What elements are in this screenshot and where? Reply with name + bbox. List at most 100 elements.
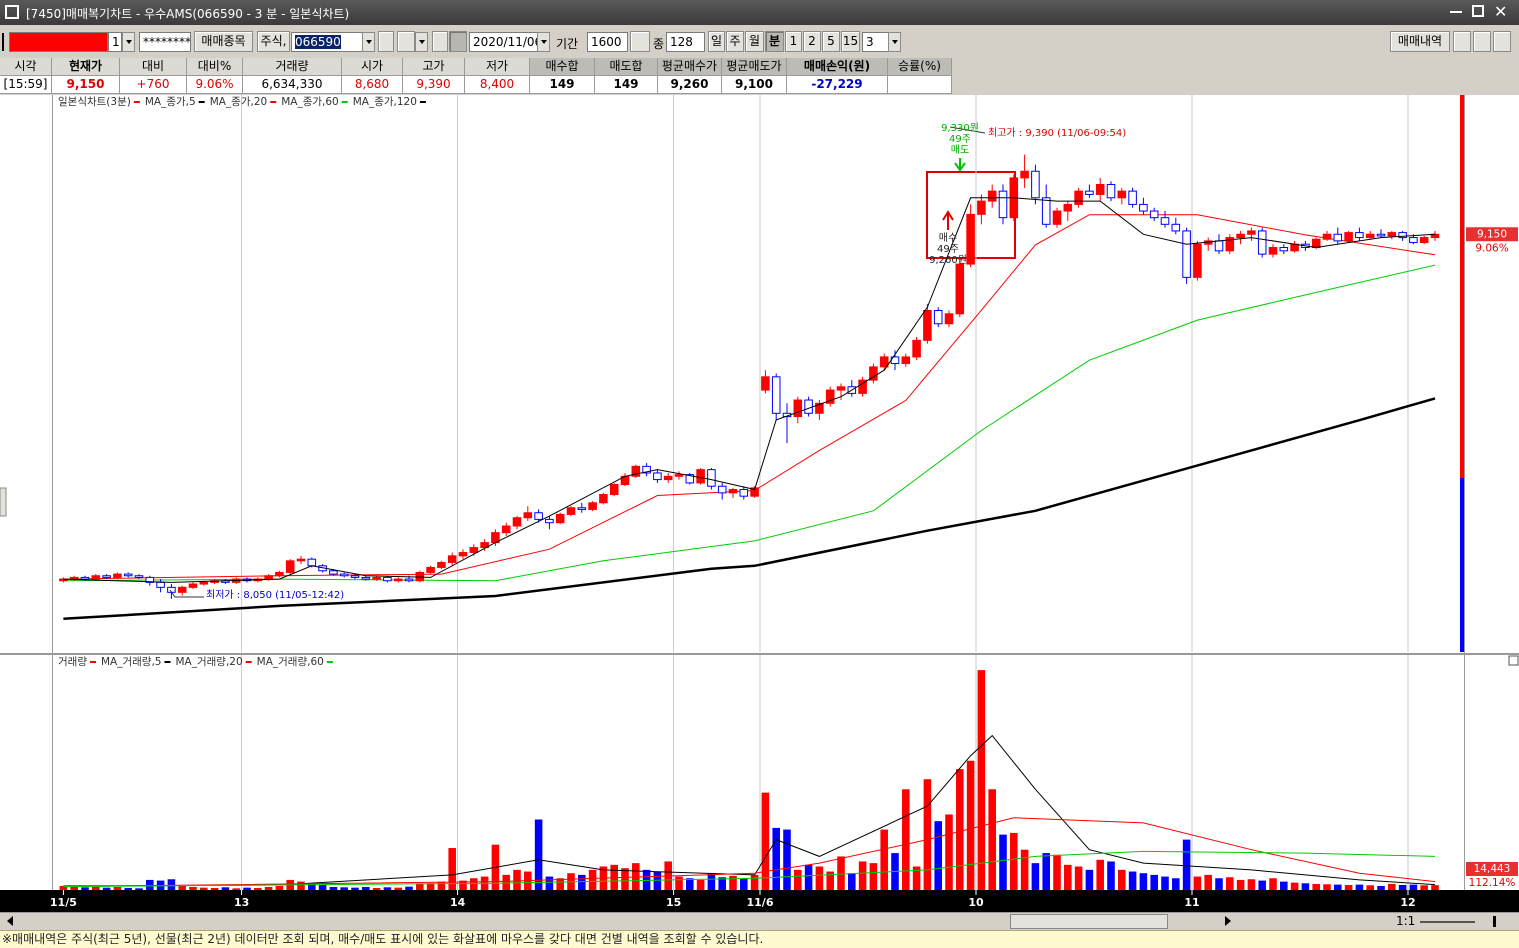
candle-body	[1387, 232, 1397, 237]
volume-bar	[362, 886, 370, 890]
scroll-left[interactable]	[2, 916, 13, 926]
sell-marker-text: 매도	[951, 144, 969, 156]
candle-body	[188, 583, 198, 588]
period-field[interactable]: 1600	[587, 32, 628, 52]
candle-body	[480, 542, 489, 549]
dropdown-button[interactable]	[122, 32, 135, 52]
volume-bar	[416, 883, 424, 890]
candle-body	[1128, 190, 1137, 205]
app-icon	[5, 5, 19, 19]
count-field[interactable]: 128	[666, 32, 705, 52]
candle-body	[1074, 190, 1083, 205]
folder-button[interactable]	[1453, 31, 1471, 52]
x-tick-label: 11/6	[747, 896, 774, 909]
dropdown-button[interactable]	[415, 32, 428, 52]
volume-bar	[329, 886, 338, 890]
unit-button[interactable]: 일	[708, 31, 725, 52]
candle-body	[869, 366, 878, 381]
volume-bar	[470, 878, 478, 890]
dropdown-button[interactable]	[888, 32, 901, 52]
scroll-thumb[interactable]	[1010, 914, 1168, 929]
unit-button[interactable]: 1	[785, 31, 802, 52]
candle-body	[350, 575, 360, 578]
summary-value: 9,150	[52, 76, 120, 94]
settings-button[interactable]	[630, 31, 650, 52]
candle-body	[199, 581, 209, 585]
close-button[interactable]: ✕	[1494, 2, 1508, 21]
candle-body	[609, 484, 619, 496]
volume-bar	[1053, 854, 1061, 890]
candle-body	[512, 517, 522, 527]
x-tick-label: 14	[450, 896, 466, 909]
volume-bar	[1334, 884, 1342, 890]
candle-body	[307, 558, 317, 567]
dropdown-button[interactable]	[362, 32, 375, 52]
candle-body	[1322, 233, 1332, 240]
market-button[interactable]: 주식,	[257, 31, 290, 52]
volume-bar	[394, 887, 402, 890]
summary-header: 대비	[120, 58, 187, 76]
summary-header: 시가	[342, 58, 403, 76]
volume-bar	[437, 881, 446, 890]
unit-button[interactable]: 5	[822, 31, 840, 52]
unit-button[interactable]: 15	[841, 31, 860, 52]
unit-field[interactable]: 3	[862, 32, 889, 52]
password-field[interactable]: ********	[139, 32, 191, 52]
volume-bar	[1204, 874, 1212, 890]
volume-bar	[1377, 885, 1385, 890]
volume-bar	[923, 779, 932, 890]
code-field[interactable]: 066590	[291, 32, 363, 52]
next-button[interactable]	[432, 31, 448, 52]
volume-bar	[146, 879, 154, 890]
side-gauge-red	[1460, 95, 1464, 478]
print-button[interactable]	[1493, 31, 1511, 52]
prev-button[interactable]	[449, 31, 467, 52]
legend-label: MA_거래량,60	[257, 656, 324, 668]
history-button[interactable]: 매매내역	[1390, 31, 1450, 52]
candle-body	[264, 575, 273, 580]
volume-bar	[351, 887, 359, 890]
account-field[interactable]	[9, 32, 108, 52]
volume-bar	[621, 868, 629, 890]
candle-body	[145, 576, 155, 583]
volume-bar	[243, 887, 251, 890]
volume-bar	[988, 789, 996, 890]
zoom-end[interactable]	[1484, 916, 1496, 927]
pane-close[interactable]	[1508, 655, 1519, 666]
scroll-right[interactable]	[1225, 916, 1236, 926]
minimize-button[interactable]	[1450, 11, 1462, 13]
volume-average-line	[63, 850, 1436, 888]
summary-value: 6,634,330	[243, 76, 342, 94]
unit-button[interactable]: 분	[765, 31, 784, 52]
maximize-button[interactable]	[1472, 5, 1484, 17]
candle-body	[1333, 233, 1343, 242]
volume-bar	[1085, 869, 1094, 890]
items-button[interactable]: 매매종목	[194, 31, 253, 52]
summary-header: 평균매수가	[658, 58, 722, 76]
candle-body	[1160, 217, 1170, 225]
volume-bar	[945, 814, 953, 890]
candle-body	[404, 578, 414, 582]
zoom-slider[interactable]	[1420, 921, 1475, 923]
account-index[interactable]: 1	[108, 32, 122, 52]
candle-body	[123, 573, 133, 577]
unit-button[interactable]: 2	[803, 31, 821, 52]
volume-bar	[934, 821, 942, 890]
sort-button[interactable]	[397, 31, 415, 52]
volume-bar	[1150, 874, 1158, 890]
date-field[interactable]: 2020/11/06	[469, 32, 538, 52]
side-toggle[interactable]	[0, 487, 7, 517]
dropdown-button[interactable]	[537, 32, 550, 52]
save-button[interactable]	[1473, 31, 1491, 52]
volume-bar	[1420, 885, 1428, 890]
high-annotation: 최고가 : 9,390 (11/06-09:54)	[988, 127, 1126, 139]
legend-label: MA_종가,20	[210, 96, 268, 108]
candle-body	[642, 465, 651, 474]
volume-bar	[264, 886, 273, 890]
unit-button[interactable]: 월	[745, 31, 764, 52]
unit-button[interactable]: 주	[726, 31, 744, 52]
buy-arrow	[942, 210, 954, 230]
search-button[interactable]	[378, 31, 394, 52]
candle-body	[437, 561, 446, 568]
